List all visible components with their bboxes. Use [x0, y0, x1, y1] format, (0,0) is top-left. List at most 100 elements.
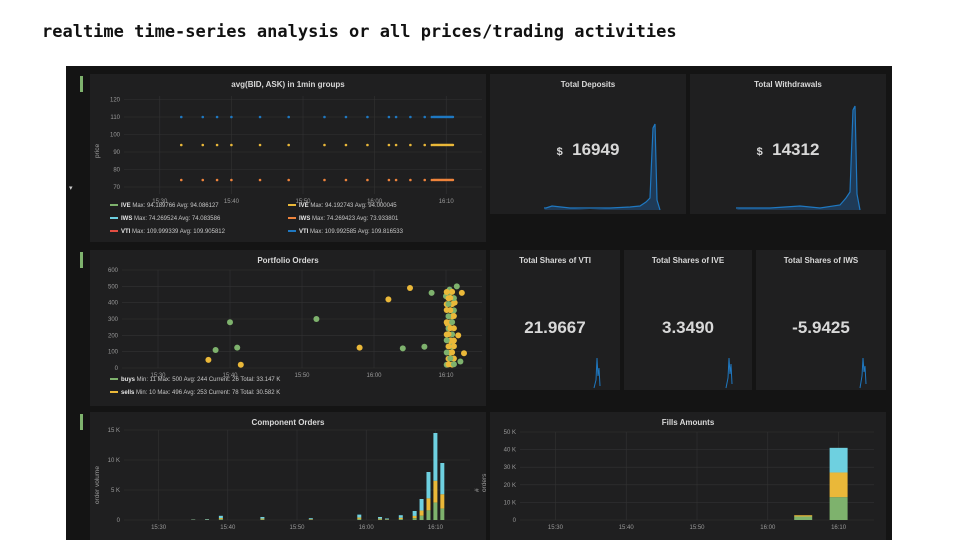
x-tick-label: 15:50	[294, 373, 310, 379]
scatter-point	[287, 178, 290, 182]
scatter-point	[445, 343, 452, 350]
scatter-point	[287, 143, 290, 147]
bar-yellow	[218, 518, 223, 520]
bar-green	[260, 519, 265, 520]
y-tick-label: 400	[108, 301, 119, 307]
scatter-point	[344, 143, 348, 147]
panel-avg-price[interactable]: avg(BID, ASK) in 1min groups price 15:30…	[90, 74, 486, 242]
legend-name: IWS	[299, 216, 312, 222]
x-tick-label: 15:30	[150, 373, 166, 379]
scatter-point	[387, 178, 391, 182]
legend-swatch	[110, 230, 118, 233]
legend-item[interactable]: VTI Max: 109.999339 Avg: 109.905812	[110, 226, 280, 239]
legend-item[interactable]: IWS Max: 74.269423 Avg: 73.933801	[288, 213, 458, 226]
scatter-point	[451, 143, 455, 147]
x-tick-label: 15:40	[224, 199, 240, 205]
scatter-point	[450, 313, 457, 320]
x-tick-label: 16:00	[359, 525, 375, 531]
scatter-point	[212, 347, 219, 354]
bar-green	[412, 518, 417, 520]
vti-value: 21.9667	[524, 318, 586, 337]
y-tick-label: 5 K	[111, 488, 120, 494]
scatter-point	[234, 344, 241, 351]
collapse-caret-icon[interactable]: ▾	[69, 185, 73, 192]
scatter-point	[394, 115, 398, 119]
y-tick-label: 100	[110, 133, 121, 139]
scatter-point	[201, 143, 205, 147]
panel-total-deposits[interactable]: Total Deposits $ 16949	[490, 74, 686, 214]
withdrawals-value: 14312	[772, 140, 820, 159]
x-tick-label: 16:00	[367, 199, 383, 205]
x-tick-label: 16:10	[428, 525, 444, 531]
stacked-bar-yellow	[794, 515, 813, 517]
legend-name: buys	[121, 377, 137, 383]
scatter-point	[450, 361, 457, 368]
scatter-point	[423, 115, 427, 119]
scatter-point	[394, 178, 398, 182]
vti-sparkline	[593, 357, 601, 389]
legend-name: VTI	[121, 229, 133, 235]
y-tick-label: 10 K	[108, 458, 120, 464]
legend-item[interactable]: IVE Max: 94.189766 Avg: 94.086127	[110, 200, 280, 213]
bar-yellow	[357, 517, 362, 519]
stat-value: $ 14312	[690, 140, 886, 160]
y-tick-label: 0	[117, 518, 121, 524]
panel-shares-ive[interactable]: Total Shares of IVE 3.3490	[624, 250, 752, 390]
y-tick-label: 30 K	[504, 465, 516, 471]
scatter-point	[215, 178, 219, 182]
slide-title: realtime time-series analysis or all pri…	[42, 22, 677, 42]
panel-fills-amounts[interactable]: Fills Amounts 15:30 15:40 15:50 16:00 16:10 1…	[490, 412, 886, 540]
row-marker[interactable]	[80, 414, 83, 430]
scatter-point	[323, 178, 326, 182]
y-tick-label: 15 K	[108, 428, 120, 434]
deposits-sparkline	[544, 123, 661, 211]
bar-cyan	[357, 514, 362, 518]
scatter-point	[421, 343, 428, 350]
y-tick-label: 50 K	[504, 430, 516, 436]
scatter-point	[443, 289, 450, 296]
panel-portfolio-orders[interactable]: Portfolio Orders 15:30 15:40 15:50 16:00 16:…	[90, 250, 486, 406]
panel-shares-vti[interactable]: Total Shares of VTI 21.9667	[490, 250, 620, 390]
stacked-bar-green	[794, 516, 813, 520]
x-tick-label: 15:40	[220, 525, 236, 531]
scatter-point	[445, 331, 452, 338]
bar-cyan	[433, 433, 438, 481]
legend-stats: Min: 10 Max: 496 Avg: 253 Current: 78 To…	[136, 390, 281, 396]
bar-yellow	[433, 480, 438, 503]
scatter-point	[387, 143, 391, 147]
deposits-value: 16949	[572, 140, 620, 159]
legend-stats: Max: 74.269423 Avg: 73.933801	[312, 216, 399, 222]
scatter-point	[385, 296, 392, 303]
row-marker[interactable]	[80, 252, 83, 268]
bar-green	[218, 519, 223, 520]
panel-component-orders[interactable]: Component Orders order volume # orders 1…	[90, 412, 486, 540]
legend-item[interactable]: IVE Max: 94.192743 Avg: 94.000045	[288, 200, 458, 213]
bar-cyan	[308, 518, 313, 520]
x-tick-label: 16:00	[760, 525, 776, 531]
scatter-point	[461, 350, 467, 357]
legend-item[interactable]: IWS Max: 74.269524 Avg: 74.083586	[110, 213, 280, 226]
panel-shares-iws[interactable]: Total Shares of IWS -5.9425	[756, 250, 886, 390]
bar-green	[357, 518, 362, 520]
row-marker[interactable]	[80, 76, 83, 92]
y-tick-label: 80	[113, 168, 120, 174]
scatter-point	[443, 307, 450, 314]
legend-swatch	[110, 217, 118, 220]
legend-swatch	[110, 204, 118, 207]
legend-item[interactable]: buys Min: 11 Max: 500 Avg: 244 Current: …	[110, 374, 280, 387]
scatter-point	[287, 115, 290, 119]
x-tick-label: 15:30	[151, 525, 167, 531]
panel-title: Total Shares of IWS	[783, 256, 859, 265]
legend-stats: Max: 109.992585 Avg: 109.816533	[310, 229, 403, 235]
scatter-point	[449, 319, 456, 326]
legend-item[interactable]: sells Min: 10 Max: 496 Avg: 253 Current:…	[110, 387, 280, 400]
scatter-point	[451, 178, 455, 182]
panel-total-withdrawals[interactable]: Total Withdrawals $ 14312	[690, 74, 886, 214]
y-tick-label: 120	[110, 98, 121, 104]
scatter-point	[443, 337, 450, 344]
bar-green	[440, 508, 445, 520]
bar-cyan	[378, 517, 383, 519]
scatter-point	[323, 115, 326, 119]
legend-item[interactable]: VTI Max: 109.992585 Avg: 109.816533	[288, 226, 458, 239]
x-tick-label: 16:10	[439, 199, 455, 205]
